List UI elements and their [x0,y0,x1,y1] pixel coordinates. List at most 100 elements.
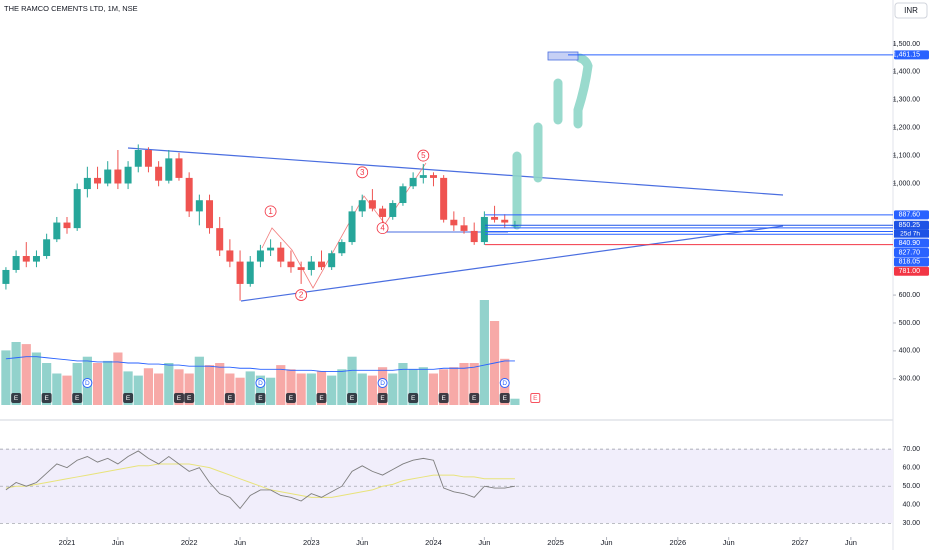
rsi-tick-label: 60.00 [902,465,920,472]
event-label: E [411,395,416,402]
dividend-icon [255,378,266,388]
volume-bar [215,363,225,405]
x-tick-label: 2027 [792,538,809,547]
volume-bar [113,352,123,405]
volume-bar [327,375,337,405]
volume-bar [21,344,31,405]
x-tick-label: 2022 [181,538,198,547]
wave-marker [376,222,389,235]
x-tick-label: Jun [234,538,246,547]
x-tick-label: Jun [723,538,735,547]
candle-body [277,247,285,262]
volume-bar [266,377,276,405]
event-label: E [472,395,477,402]
event-label: E [75,395,80,402]
wave-label: 3 [360,168,365,177]
candle-body [185,177,193,212]
volume-bar [143,368,154,405]
volume-bar [42,363,52,405]
candle-body [297,267,305,270]
dividend-icon [377,378,388,388]
projection [512,53,593,230]
event-label: E [319,395,324,402]
price-badge [894,210,929,220]
candle-body [226,250,234,262]
y-tick-label: 400.00 [899,348,921,355]
price-badge-label: 850.25 [899,222,921,229]
price-badge [894,247,929,257]
candle-body [216,228,224,251]
volume-bar [11,342,21,405]
earnings-icon [285,393,296,403]
candle-body [379,208,387,217]
trendline [240,225,784,302]
rsi-tick-label: 50.00 [902,483,920,490]
wave-marker [264,205,277,218]
event-label: D [85,380,90,387]
currency-button[interactable] [894,2,928,19]
price-badge-label: 827.70 [899,249,921,256]
volume-bar [123,371,133,405]
candle-body [409,177,417,187]
wave-label: 4 [380,224,385,233]
rsi-tick-label: 40.00 [902,502,920,509]
x-tick-label: Jun [356,538,368,547]
candle-body [389,203,397,217]
x-tick-label: 2025 [547,538,564,547]
volume-bar [306,373,316,405]
candle-body [94,177,102,184]
candle-body [358,200,366,212]
candle-body [470,230,478,243]
volume-bar [255,375,266,405]
candle-body [155,166,163,181]
candle-body [32,256,40,262]
price-badge [894,220,929,230]
price-badge [894,257,929,267]
volume-bar [62,375,72,405]
event-label: E [228,395,233,402]
volume-bar [164,363,174,405]
earnings-icon [438,393,449,403]
x-tick-label: Jun [845,538,857,547]
candle-body [236,261,244,284]
candle-body [429,175,437,178]
wave-label: 5 [421,151,426,160]
y-tick-label: 1,200.00 [893,125,920,132]
y-tick-label: 1,500.00 [893,41,920,48]
volume-ma [5,356,515,372]
price-badge-label: 887.60 [899,212,921,219]
volume-bar [418,367,428,405]
candle-body [43,239,51,257]
price-badge-label: 1,461.15 [893,52,920,59]
volume-bar [510,398,520,405]
event-label: E [126,395,131,402]
volume-bar [133,375,143,405]
candle-body [328,253,336,268]
candle-body [419,175,427,178]
price-badge [894,238,929,248]
x-tick-label: 2024 [425,538,442,547]
volume-bar [204,365,215,405]
chart-title: THE RAMCO CEMENTS LTD, 1M, NSE [4,4,138,13]
event-label: E [441,395,446,402]
volume-bar [92,363,103,405]
volume-bar [428,373,439,405]
candle-body [491,216,499,220]
candle-body [114,169,122,184]
candle-body [165,158,173,181]
candle-body [480,216,488,243]
candle-body [63,222,71,229]
volume-bar [388,373,398,405]
price-badge [894,266,929,276]
event-label: D [258,380,263,387]
earnings-icon [123,393,134,403]
event-label: E [503,395,508,402]
wave-label: 1 [268,207,273,216]
candle-body [206,200,214,229]
countdown-badge [894,229,929,238]
rsi-tick-label: 30.00 [902,520,920,527]
event-label: D [380,380,385,387]
volume-bar [174,369,184,405]
earnings-icon [316,393,327,403]
